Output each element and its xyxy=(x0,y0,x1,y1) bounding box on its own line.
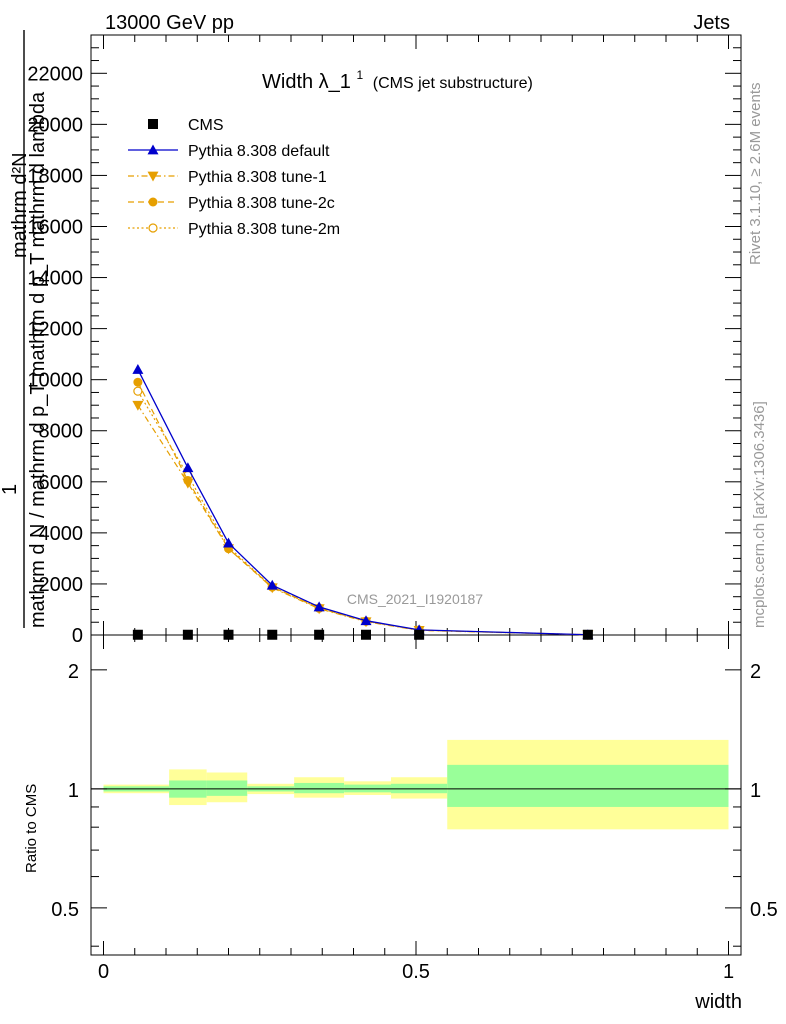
y-tick-label-8: 16000 xyxy=(27,216,83,238)
series-0-point-0 xyxy=(132,629,143,640)
header-right: Jets xyxy=(693,12,730,34)
axis-tick-labels: 0 0.5 1 0 2000 4000 6000 8000 10000 12000 14000 160… xyxy=(27,63,777,983)
legend-marker-1 xyxy=(147,144,159,155)
plot-title-main: Width λ_1 xyxy=(262,71,351,93)
series-4-point-0 xyxy=(133,386,143,396)
x-axis-label: width xyxy=(694,991,742,1013)
series-2-point-0 xyxy=(132,400,144,411)
plot-title-sup: 1 xyxy=(357,68,364,82)
ratio-tick-label-right-2: 2 xyxy=(750,661,761,683)
legend-label-3: Pythia 8.308 tune-2c xyxy=(188,195,335,212)
series-line-1 xyxy=(137,369,588,636)
legend-marker-3 xyxy=(148,197,158,207)
ratio-tick-label-left-2: 2 xyxy=(68,661,79,683)
series-layer xyxy=(132,363,594,641)
ratio-tick-label-left-1: 1 xyxy=(68,780,79,802)
legend: CMS Pythia 8.308 default Pythia 8.308 tune… xyxy=(128,117,340,238)
legend-label-2: Pythia 8.308 tune-1 xyxy=(188,169,327,186)
legend-label-0: CMS xyxy=(188,117,224,134)
legend-marker-2 xyxy=(147,171,159,182)
ratio-tick-label-right-0: 0.5 xyxy=(750,899,778,921)
series-0-point-7 xyxy=(582,629,593,640)
ratio-y-axis-label: Ratio to CMS xyxy=(23,784,40,873)
y-axis-label: mathrm d²N 1 mathrm d N / mathrm d p_T m… xyxy=(0,30,49,628)
ratio-bands xyxy=(91,739,741,830)
y-tick-label-10: 20000 xyxy=(27,114,83,136)
ratio-tick-label-right-1: 1 xyxy=(750,780,761,802)
series-1-point-2 xyxy=(223,537,234,548)
axis-ticks xyxy=(91,34,741,955)
series-3-point-0 xyxy=(133,377,143,387)
analysis-watermark: CMS_2021_I1920187 xyxy=(347,591,483,607)
y-tick-label-1: 2000 xyxy=(39,574,84,596)
y-axis-label-numerator: 1 xyxy=(0,484,21,495)
x-tick-label-2: 1 xyxy=(723,961,734,983)
legend-marker-4 xyxy=(148,223,158,233)
legend-marker-0 xyxy=(148,119,158,129)
series-0-point-6 xyxy=(414,629,425,640)
series-0-point-3 xyxy=(267,629,278,640)
y-tick-label-5: 10000 xyxy=(27,370,83,392)
y-tick-label-4: 8000 xyxy=(39,421,84,443)
x-tick-label-1: 0.5 xyxy=(402,961,430,983)
series-1-point-0 xyxy=(132,363,144,374)
y-tick-label-9: 18000 xyxy=(27,165,83,187)
plot-title-sub: (CMS jet substructure) xyxy=(373,75,533,92)
y-tick-label-11: 22000 xyxy=(27,63,83,85)
ratio-tick-label-left-0: 0.5 xyxy=(51,899,79,921)
mcplots-label: mcplots.cern.ch [arXiv:1306.3436] xyxy=(751,401,768,628)
ratio-band-inner-2 xyxy=(206,780,248,796)
series-1-point-1 xyxy=(182,462,194,473)
y-tick-label-0: 0 xyxy=(72,625,83,647)
y-tick-label-6: 12000 xyxy=(27,319,83,341)
y-tick-label-7: 14000 xyxy=(27,268,83,290)
series-2-point-1 xyxy=(182,478,194,489)
ratio-band-inner-4 xyxy=(294,782,345,794)
series-0-point-5 xyxy=(361,629,371,640)
y-tick-label-2: 4000 xyxy=(39,523,84,545)
series-1-point-4 xyxy=(313,601,325,612)
legend-label-1: Pythia 8.308 default xyxy=(188,143,330,160)
series-0-point-2 xyxy=(223,629,234,640)
series-1-point-5 xyxy=(360,615,372,626)
ratio-band-inner-7 xyxy=(447,764,729,807)
x-tick-label-0: 0 xyxy=(98,961,109,983)
y-tick-label-3: 6000 xyxy=(39,472,84,494)
plot-title: Width λ_1 1 (CMS jet substructure) xyxy=(262,62,533,93)
series-0-point-4 xyxy=(314,629,325,640)
series-1-point-3 xyxy=(266,579,278,590)
header-left: 13000 GeV pp xyxy=(105,12,234,34)
y-axis-label-denominator: mathrm d N / mathrm d p_T mathrm d p_T m… xyxy=(27,91,49,628)
legend-label-4: Pythia 8.308 tune-2m xyxy=(188,221,340,238)
rivet-label: Rivet 3.1.10, ≥ 2.6M events xyxy=(747,83,764,266)
y-axis-label-top: mathrm d²N xyxy=(9,152,31,258)
series-0-point-1 xyxy=(182,629,193,640)
